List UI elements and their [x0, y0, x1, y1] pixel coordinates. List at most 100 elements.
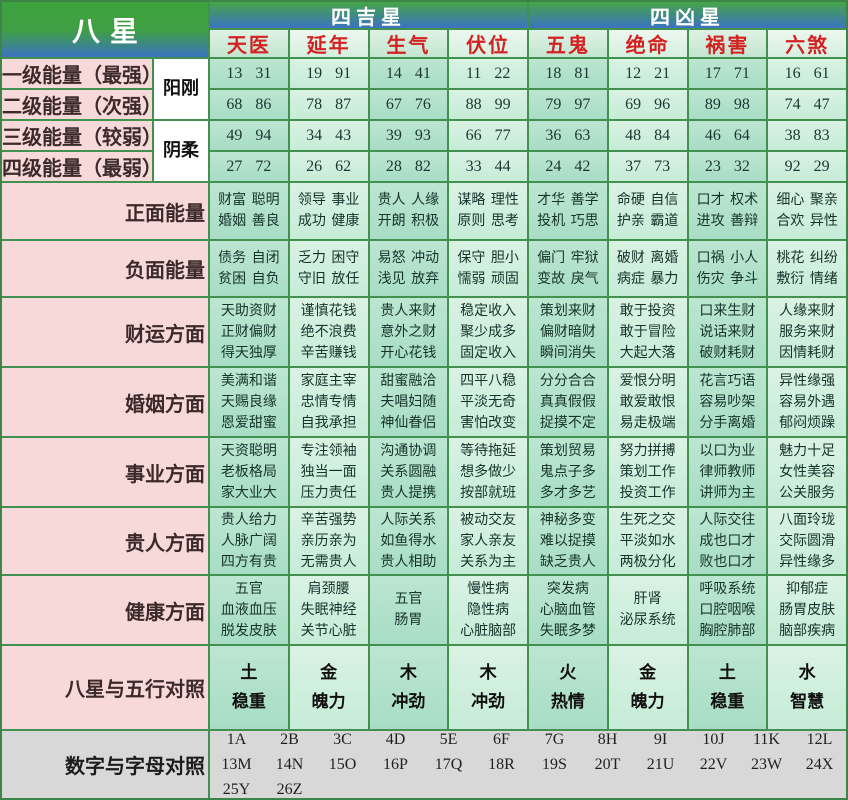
star-header-4: 五鬼: [529, 30, 607, 57]
letter-code-12: 13M: [221, 755, 252, 773]
letter-code-13: 14N: [275, 755, 304, 773]
aspect-cell-7-2: 木 冲劲: [369, 646, 448, 729]
star-header-5: 绝命: [608, 30, 687, 57]
star-header-3: 伏位: [449, 30, 527, 57]
energy-level-label-3: 四级能量（最弱）: [2, 152, 152, 181]
aspect-cell-5-1: 辛苦强势 亲历亲为 无需贵人: [289, 508, 368, 574]
energy-numbers-3-0: 27 72: [210, 152, 288, 181]
aspect-cell-1-4: 偏门 牢狱 变故 戾气: [529, 241, 607, 296]
aspect-cell-5-4: 神秘多变 难以捉摸 缺乏贵人: [529, 508, 607, 574]
energy-numbers-2-2: 39 93: [369, 121, 448, 150]
letter-code-14: 15O: [328, 755, 357, 773]
aspect-cell-7-0: 土 稳重: [210, 646, 288, 729]
aspect-cell-4-6: 以口为业 律师教师 讲师为主: [688, 438, 767, 506]
letter-code-23: 24X: [805, 755, 834, 773]
aspect-label-7: 八星与五行对照: [2, 646, 208, 729]
energy-numbers-3-7: 92 29: [768, 152, 846, 181]
energy-level-label-1: 二级能量（次强）: [2, 90, 152, 119]
aspect-cell-0-2: 贵人 人缘 开朗 积极: [369, 183, 448, 239]
inauspicious-stars-header: 四凶星: [529, 2, 846, 28]
energy-numbers-0-3: 11 22: [449, 59, 527, 88]
letter-code-6: 7G: [544, 730, 565, 748]
energy-numbers-3-4: 24 42: [529, 152, 607, 181]
aspect-cell-3-1: 家庭主宰 忠情专情 自我承担: [289, 368, 368, 436]
aspect-cell-4-0: 天资聪明 老板格局 家大业大: [210, 438, 288, 506]
aspect-cell-3-7: 异性缘强 容易外遇 郁闷烦躁: [768, 368, 846, 436]
energy-numbers-1-7: 74 47: [768, 90, 846, 119]
energy-numbers-2-4: 36 63: [529, 121, 607, 150]
energy-numbers-3-1: 26 62: [289, 152, 368, 181]
aspect-label-1: 负面能量: [2, 241, 208, 296]
aspect-cell-1-3: 保守 胆小 懦弱 顽固: [449, 241, 527, 296]
letter-code-21: 22V: [699, 755, 728, 773]
aspect-cell-2-0: 天助资财 正财偏财 得天独厚: [210, 298, 288, 366]
aspect-label-0: 正面能量: [2, 183, 208, 239]
letter-code-19: 20T: [594, 755, 621, 773]
aspect-cell-3-2: 甜蜜融洽 夫唱妇随 神仙眷侣: [369, 368, 448, 436]
number-letter-grid: 1A 2B 3C 4D 5E 6F 7G 8H 9I 10J 11K 12L 13M 14N 15O 16P 1…: [210, 731, 846, 798]
star-header-1: 延年: [289, 30, 368, 57]
aspect-cell-3-5: 爱恨分明 敢爱敢恨 易走极端: [608, 368, 687, 436]
letter-code-0: 1A: [226, 730, 247, 748]
energy-numbers-3-3: 33 44: [449, 152, 527, 181]
energy-numbers-3-5: 37 73: [608, 152, 687, 181]
aspect-cell-7-6: 土 稳重: [688, 646, 767, 729]
letter-code-11: 12L: [806, 730, 833, 748]
aspect-cell-4-2: 沟通协调 关系圆融 贵人提携: [369, 438, 448, 506]
aspect-cell-2-3: 稳定收入 聚少成多 固定收入: [449, 298, 527, 366]
energy-numbers-2-5: 48 84: [608, 121, 687, 150]
aspect-cell-5-2: 人际关系 如鱼得水 贵人相助: [369, 508, 448, 574]
number-letter-label: 数字与字母对照: [2, 731, 208, 798]
aspect-cell-0-7: 细心 聚亲 合欢 异性: [768, 183, 846, 239]
aspect-label-5: 贵人方面: [2, 508, 208, 574]
energy-numbers-0-7: 16 61: [768, 59, 846, 88]
aspect-label-3: 婚姻方面: [2, 368, 208, 436]
aspect-cell-0-5: 命硬 自信 护亲 霸道: [608, 183, 687, 239]
letter-code-7: 8H: [597, 730, 618, 748]
energy-numbers-3-6: 23 32: [688, 152, 767, 181]
energy-numbers-2-1: 34 43: [289, 121, 368, 150]
aspect-cell-4-4: 策划贸易 鬼点子多 多才多艺: [529, 438, 607, 506]
aspect-cell-1-1: 乏力 困守 守旧 放任: [289, 241, 368, 296]
star-header-2: 生气: [369, 30, 448, 57]
aspect-cell-0-6: 口才 权术 进攻 善辩: [688, 183, 767, 239]
star-header-7: 六煞: [768, 30, 846, 57]
energy-numbers-1-0: 68 86: [210, 90, 288, 119]
aspect-cell-2-5: 敢于投资 敢于冒险 大起大落: [608, 298, 687, 366]
aspect-cell-7-7: 水 智慧: [768, 646, 846, 729]
aspect-cell-2-4: 策划来财 偏财暗财 瞬间消失: [529, 298, 607, 366]
aspect-cell-1-5: 破财 离婚 病症 暴力: [608, 241, 687, 296]
letter-code-4: 5E: [439, 730, 458, 748]
energy-numbers-0-1: 19 91: [289, 59, 368, 88]
energy-numbers-2-7: 38 83: [768, 121, 846, 150]
aspect-label-6: 健康方面: [2, 576, 208, 644]
table-title: 八星: [2, 2, 208, 57]
aspect-cell-3-0: 美满和谐 天赐良缘 恩爱甜蜜: [210, 368, 288, 436]
letter-code-17: 18R: [488, 755, 515, 773]
aspect-cell-4-1: 专注领袖 独当一面 压力责任: [289, 438, 368, 506]
energy-numbers-1-2: 67 76: [369, 90, 448, 119]
letter-code-22: 23W: [750, 755, 783, 773]
aspect-cell-7-4: 火 热情: [529, 646, 607, 729]
aspect-cell-2-7: 人缘来财 服务来财 因情耗财: [768, 298, 846, 366]
aspect-cell-7-1: 金 魄力: [289, 646, 368, 729]
letter-code-1: 2B: [280, 730, 299, 748]
aspect-cell-3-4: 分分合合 真真假假 捉摸不定: [529, 368, 607, 436]
aspect-cell-6-5: 肝肾 泌尿系统: [608, 576, 687, 644]
energy-numbers-2-6: 46 64: [688, 121, 767, 150]
aspect-cell-5-0: 贵人给力 人脉广阔 四方有贵: [210, 508, 288, 574]
aspect-cell-6-3: 慢性病 隐性病 心脏脑部: [449, 576, 527, 644]
energy-numbers-0-0: 13 31: [210, 59, 288, 88]
aspect-cell-4-5: 努力拼搏 策划工作 投资工作: [608, 438, 687, 506]
yang-gang-label: 阳刚: [154, 59, 208, 119]
aspect-cell-6-7: 抑郁症 肠胃皮肤 脑部疾病: [768, 576, 846, 644]
auspicious-stars-header: 四吉星: [210, 2, 527, 28]
aspect-cell-4-3: 等待拖延 想多做少 按部就班: [449, 438, 527, 506]
letter-code-5: 6F: [493, 730, 510, 748]
energy-numbers-1-3: 88 99: [449, 90, 527, 119]
aspect-cell-7-5: 金 魄力: [608, 646, 687, 729]
energy-numbers-0-4: 18 81: [529, 59, 607, 88]
star-header-6: 祸害: [688, 30, 767, 57]
energy-numbers-2-0: 49 94: [210, 121, 288, 150]
